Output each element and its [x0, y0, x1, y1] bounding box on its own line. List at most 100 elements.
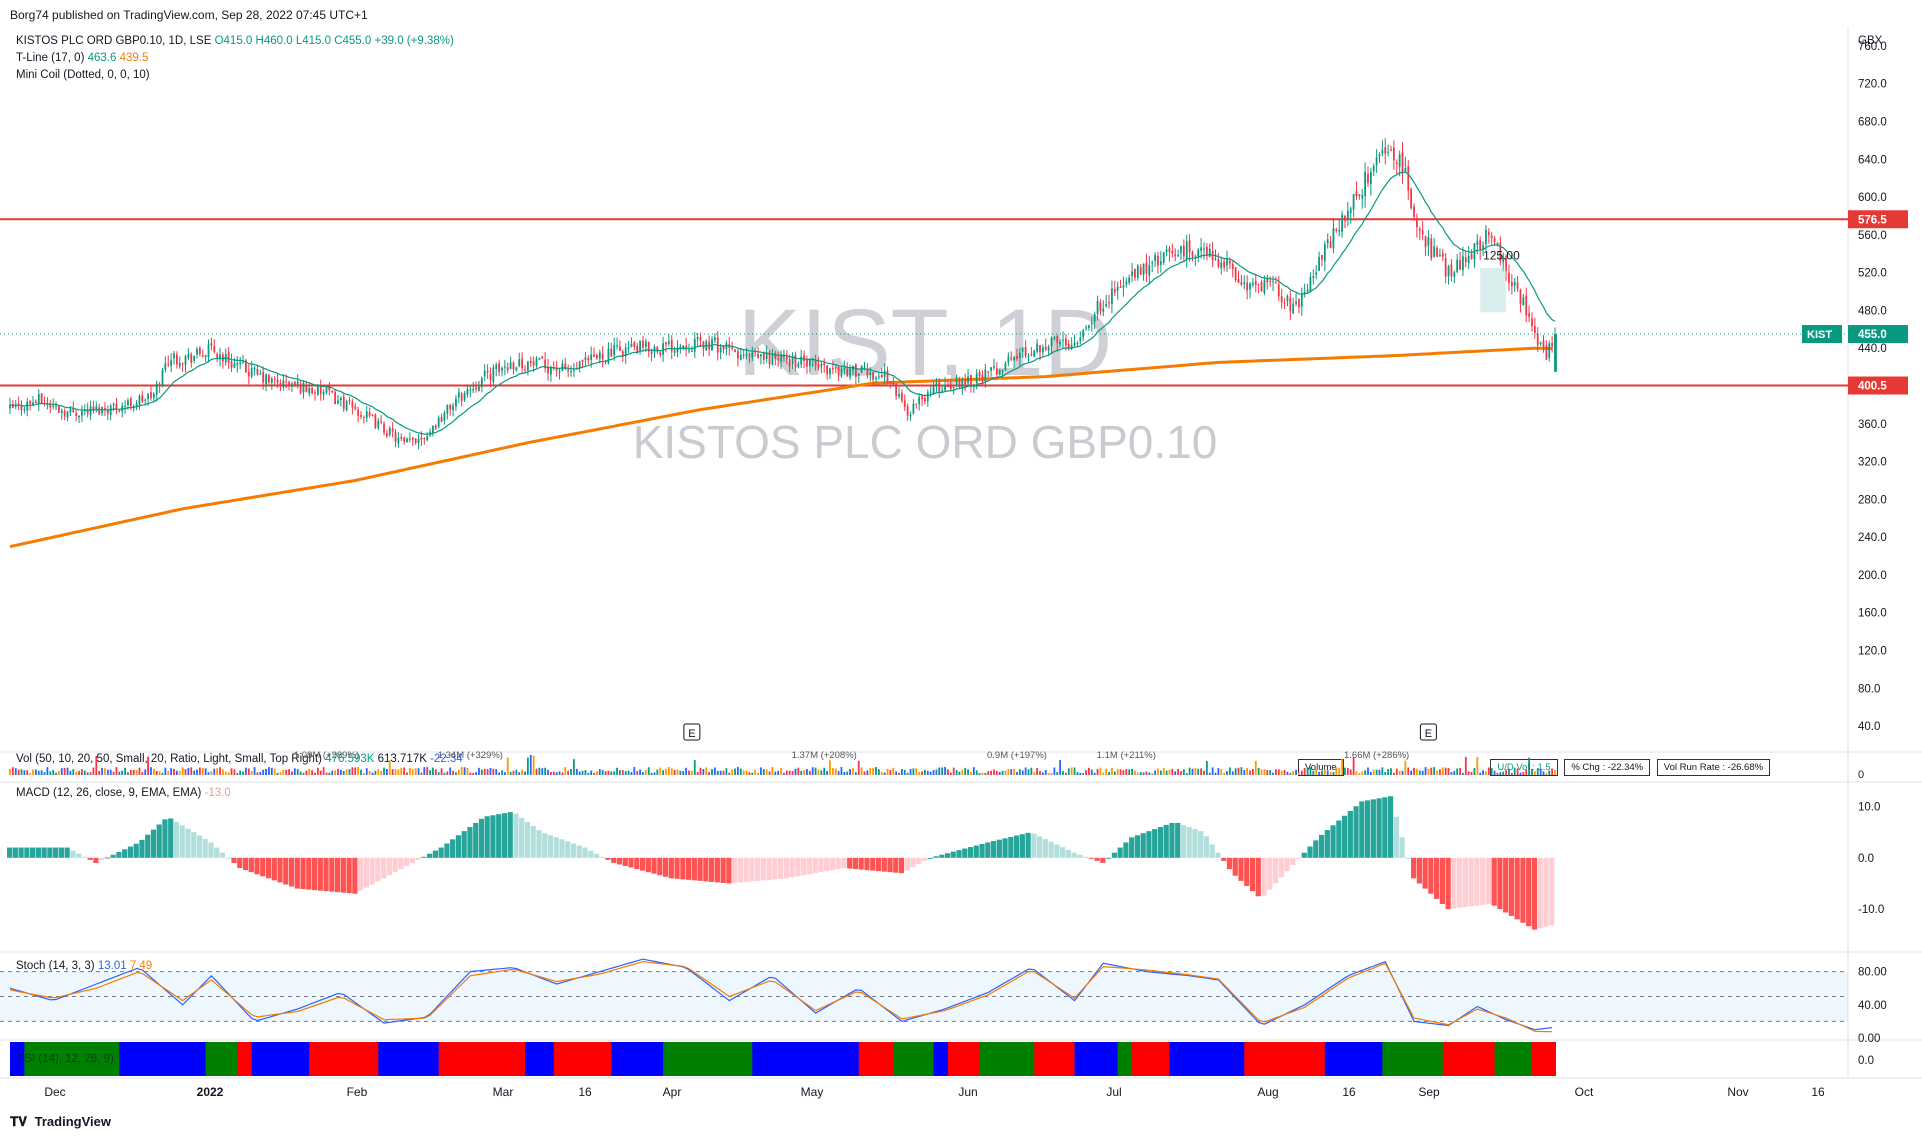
- macd-bar: [1485, 857, 1492, 905]
- candle-body: [109, 405, 112, 416]
- volume-stat-chg: % Chg : -22.34%: [1564, 759, 1651, 776]
- candle-body: [92, 406, 95, 410]
- volume-bar: [245, 767, 247, 775]
- volume-bar: [745, 770, 748, 775]
- candle-body: [1134, 269, 1136, 278]
- volume-bar: [1329, 772, 1332, 775]
- volume-bar: [823, 767, 826, 775]
- price-tick-10: 360.0: [1858, 419, 1887, 431]
- volume-bar: [1335, 767, 1338, 775]
- candle-body: [558, 371, 561, 373]
- macd-bar: [450, 839, 456, 858]
- macd-bar: [237, 857, 243, 869]
- macd-bar: [1013, 835, 1020, 858]
- macd-bar: [1359, 801, 1365, 858]
- candle-body: [1436, 247, 1438, 257]
- volume-bar: [1338, 767, 1341, 775]
- time-tick-13: Nov: [1727, 1085, 1748, 1099]
- candle-body: [831, 368, 834, 370]
- candle-body: [662, 343, 664, 355]
- volume-bar: [58, 770, 60, 775]
- volume-bar: [806, 769, 808, 775]
- volume-bar: [222, 769, 224, 775]
- volume-bar: [1361, 771, 1364, 775]
- macd-bar: [242, 857, 249, 871]
- volume-bar: [377, 769, 380, 775]
- candle-body: [236, 363, 239, 366]
- candle-body: [383, 423, 385, 433]
- time-tick-5: Apr: [663, 1085, 682, 1099]
- volume-bar: [1277, 769, 1280, 775]
- macd-bar: [1077, 854, 1083, 858]
- macd-bar: [1462, 857, 1469, 908]
- macd-bar: [536, 830, 542, 858]
- candle-body: [66, 411, 69, 418]
- symbol-legend: KISTOS PLC ORD GBP0.10, 1D, LSE O415.0 H…: [16, 33, 454, 50]
- candle-body: [78, 415, 80, 418]
- macd-bar: [1060, 847, 1066, 858]
- candle-body: [276, 379, 279, 383]
- stoch-k-value: 13.01: [97, 960, 127, 972]
- candle-body: [386, 432, 388, 437]
- volume-bar: [754, 769, 757, 775]
- volume-bar: [423, 767, 426, 775]
- macd-bar: [783, 857, 790, 879]
- candle-body: [754, 351, 757, 353]
- candle-body: [440, 417, 443, 423]
- bottom-pane-tick: 0.0: [1858, 1055, 1874, 1067]
- symbol-text: KISTOS PLC ORD GBP0.10, 1D, LSE: [16, 35, 212, 47]
- volume-bar: [1456, 768, 1459, 775]
- candle-body: [152, 393, 155, 398]
- candle-body: [1185, 241, 1188, 259]
- macd-bar: [881, 857, 887, 872]
- volume-bar: [92, 767, 95, 775]
- macd-bar: [766, 857, 772, 880]
- volume-bar: [1191, 768, 1194, 775]
- macd-bar: [519, 817, 525, 858]
- volume-bar: [129, 769, 132, 775]
- macd-bar: [409, 857, 415, 863]
- macd-tick-0: 10.0: [1858, 802, 1880, 814]
- candle-body: [1096, 301, 1099, 315]
- volume-bar: [1154, 770, 1156, 775]
- volume-bar: [187, 767, 190, 775]
- candle-body: [75, 413, 78, 416]
- volume-bar: [538, 767, 541, 775]
- volume-bar: [567, 770, 570, 775]
- volume-bar: [521, 769, 524, 775]
- volume-bar: [371, 772, 374, 775]
- candle-body: [1024, 347, 1027, 357]
- candle-body: [1165, 249, 1168, 252]
- volume-bar: [1177, 769, 1179, 775]
- volume-bar: [1211, 767, 1214, 775]
- volume-bar: [1033, 772, 1036, 775]
- macd-bar: [1152, 829, 1158, 858]
- volume-bar: [414, 768, 417, 775]
- macd-bar: [582, 847, 588, 858]
- price-tick-12: 280.0: [1858, 494, 1887, 506]
- macd-bar: [484, 816, 490, 858]
- volume-bar: [1039, 771, 1041, 775]
- volume-bar: [644, 770, 647, 775]
- volume-bar: [1355, 771, 1358, 775]
- candle-body: [1159, 261, 1162, 265]
- macd-bar: [674, 857, 680, 879]
- candle-body: [673, 350, 676, 353]
- macd-bar: [352, 857, 358, 894]
- volume-bar: [915, 768, 918, 775]
- candle-body: [1433, 246, 1436, 257]
- candle-body: [955, 377, 958, 386]
- macd-bar: [1537, 857, 1543, 929]
- candle-body: [1375, 157, 1378, 166]
- macd-bar: [58, 847, 64, 858]
- candle-body: [265, 374, 267, 385]
- candle-body: [1516, 282, 1519, 289]
- candle-body: [823, 362, 826, 366]
- macd-bar: [1117, 847, 1123, 858]
- stoch-k-line: [9, 958, 1553, 1031]
- volume-bar: [1249, 770, 1251, 775]
- volume-bar: [104, 768, 106, 775]
- candle-body: [1214, 258, 1217, 260]
- volume-bar: [1021, 770, 1024, 775]
